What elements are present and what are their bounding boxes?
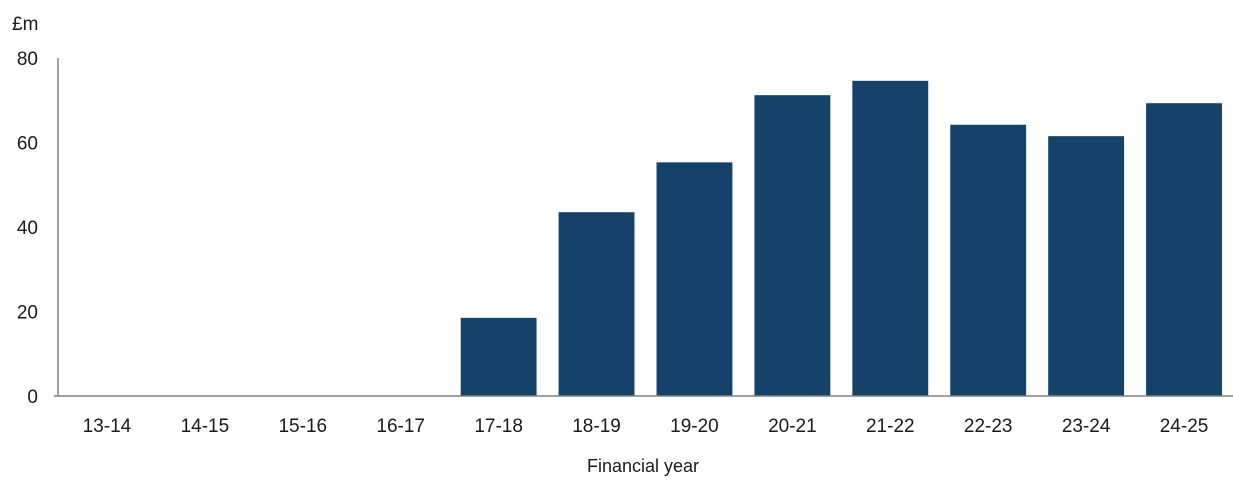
x-axis-title: Financial year — [587, 456, 699, 476]
x-tick-label: 17-18 — [474, 416, 523, 437]
x-tick-label: 15-16 — [278, 416, 327, 437]
y-tick-label: 0 — [27, 387, 38, 408]
y-tick-label: 60 — [17, 134, 38, 155]
bar — [656, 162, 733, 396]
bar — [460, 317, 537, 396]
bar — [1146, 103, 1222, 397]
bars — [460, 80, 1222, 397]
x-tick-label: 13-14 — [83, 416, 132, 437]
x-tick-label: 24-25 — [1160, 416, 1209, 437]
x-tick-label: 22-23 — [964, 416, 1013, 437]
x-tick-label: 21-22 — [866, 416, 915, 437]
y-tick-label: 20 — [17, 303, 38, 324]
y-tick-label: 40 — [17, 218, 38, 239]
bar — [1048, 136, 1125, 396]
bar — [950, 124, 1027, 396]
x-axis-ticks: 13-14 14-15 15-16 16-17 17-18 18-19 19-20 20-21… — [83, 416, 1209, 437]
y-axis-unit-label: £m — [12, 14, 38, 35]
x-tick-label: 19-20 — [670, 416, 719, 437]
y-tick-label: 80 — [17, 49, 38, 70]
bar — [852, 80, 929, 396]
bar — [558, 212, 635, 396]
y-axis-ticks: 0 20 40 60 80 — [17, 49, 38, 408]
x-tick-label: 16-17 — [376, 416, 425, 437]
x-tick-label: 14-15 — [181, 416, 230, 437]
x-tick-label: 23-24 — [1062, 416, 1111, 437]
x-tick-label: 20-21 — [768, 416, 817, 437]
bar — [754, 95, 831, 397]
x-tick-label: 18-19 — [572, 416, 621, 437]
